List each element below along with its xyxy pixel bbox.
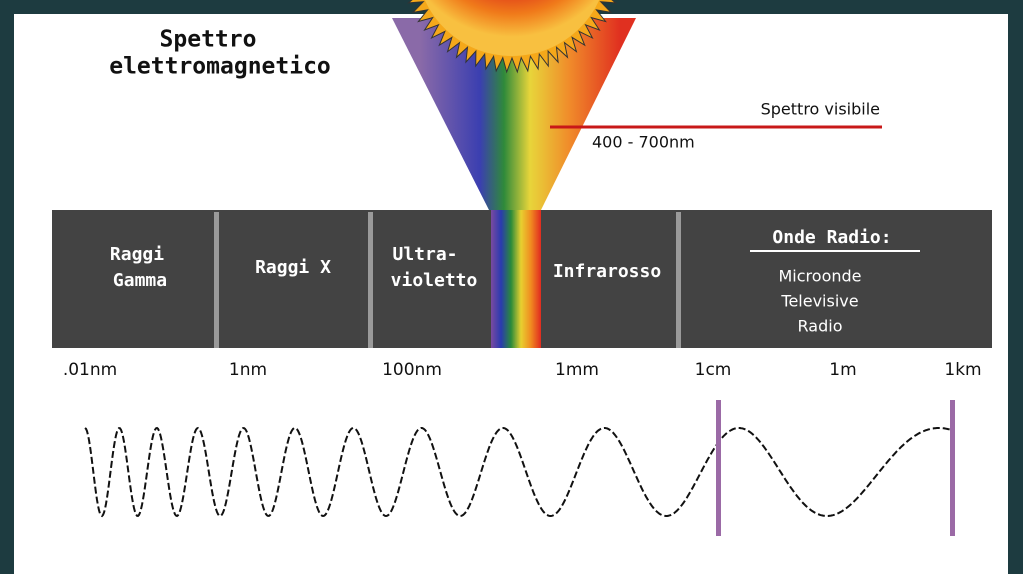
page: Spettro elettromagnetico Spettro visibil…	[0, 0, 1023, 574]
title-line: elettromagnetico	[109, 54, 331, 80]
scale-label: 1cm	[695, 360, 732, 380]
visible-range: 400 - 700nm	[592, 133, 695, 152]
separator	[368, 212, 373, 348]
radio-item: Televisive	[780, 292, 858, 311]
visible-label: Spettro visibile	[761, 100, 880, 119]
band-label: Infrarosso	[553, 261, 661, 282]
radio-item: Microonde	[779, 267, 862, 286]
visible-strip	[491, 210, 541, 348]
marker-line	[716, 400, 721, 536]
band-label: Ultra-	[392, 244, 457, 265]
band-label: Raggi	[110, 244, 164, 265]
marker-line	[950, 400, 955, 536]
band-label: violetto	[391, 270, 478, 291]
band-label: Gamma	[113, 270, 167, 291]
scale-label: 1km	[944, 360, 981, 380]
separator	[214, 212, 219, 348]
title-line: Spettro	[160, 27, 257, 53]
radio-heading: Onde Radio:	[772, 227, 891, 248]
scale-label: 100nm	[382, 360, 442, 380]
scale-label: .01nm	[63, 360, 117, 380]
radio-item: Radio	[798, 317, 843, 336]
band-label: Raggi X	[255, 257, 331, 278]
scale-label: 1m	[829, 360, 856, 380]
separator	[676, 212, 681, 348]
scale-label: 1nm	[229, 360, 267, 380]
scale-label: 1mm	[555, 360, 599, 380]
